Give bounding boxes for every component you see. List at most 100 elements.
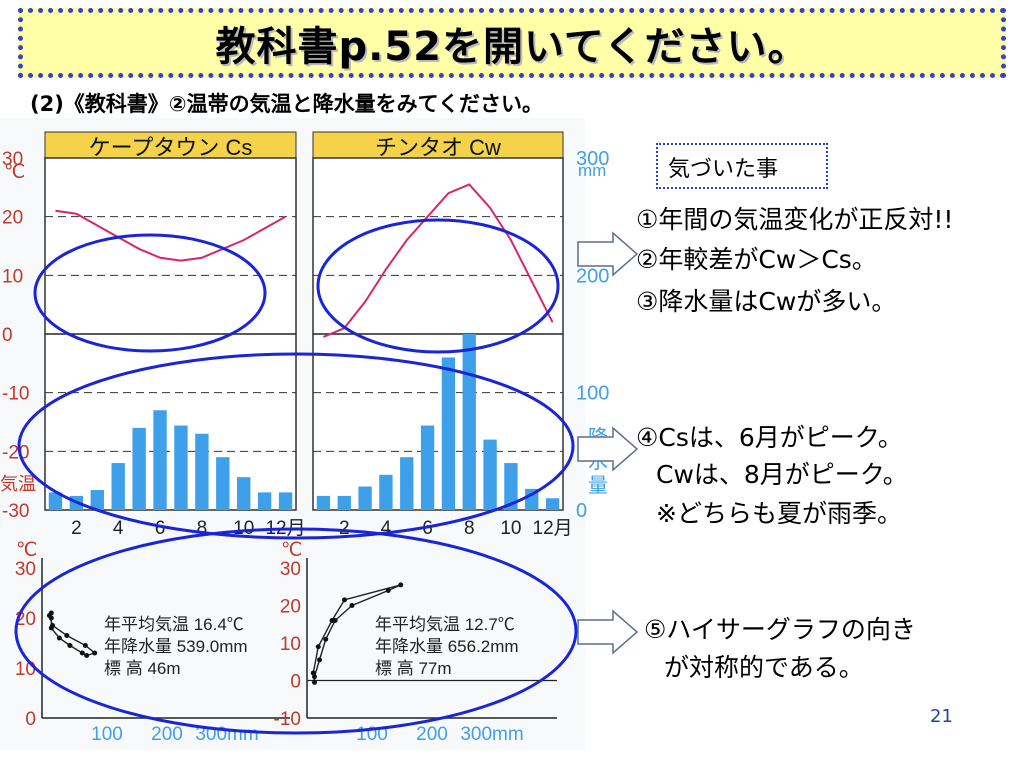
hyther-point [323,636,329,642]
hyther-point [56,635,62,641]
slide-title: 教科書p.52を開いてください。 [215,24,809,70]
hyther-info: 年降水量 539.0mm [104,637,248,656]
arrow-icon [577,609,639,655]
hyther-point [385,588,391,593]
hyther-x-tick: 200 [151,724,183,745]
hyther-point [315,644,321,650]
hyther-point [312,679,317,685]
precip-bar [420,425,435,510]
precip-bar [174,425,188,510]
hyther-info: 標 高 77m [375,659,452,678]
hyther-point [92,650,98,656]
temp-unit-label: ℃ [4,162,25,183]
temp-tick-label: 30 [2,149,23,170]
month-tick-label: 2 [339,518,350,539]
chart-title: チンタオ Cw [375,135,501,160]
temp-tick-label: -20 [2,442,29,463]
hyther-info: 標 高 46m [104,659,181,678]
title-banner [18,8,1006,78]
hyther-point [64,633,70,638]
note-8: が対称的である。 [664,653,864,682]
temp-tick-label: 20 [2,208,23,229]
hyther-y-tick: 0 [290,672,301,693]
hyther-point [67,643,73,648]
slide-subtitle: (2)《教科書》②温帯の気温と降水量をみてください。 [30,92,543,116]
precip-bar [337,495,351,510]
precip-tick-label: 200 [576,265,609,287]
month-tick-label: 4 [381,518,392,539]
notice-box: 気づいた事 [656,143,828,189]
note-1: ①年間の気温変化が正反対!! [636,205,954,234]
hyther-temp-unit: ℃ [281,540,302,561]
precip-bar [462,334,476,510]
hyther-point [317,657,322,663]
highlight-ellipse [17,352,575,540]
arrow-icon [577,426,639,472]
note-5: Cwは、8月がピーク。 [656,460,908,489]
precip-bar [257,492,272,510]
precip-bar [545,498,560,510]
hyther-y-tick: 0 [25,709,36,730]
hyther-point [349,603,355,608]
temp-line [323,183,554,338]
hyther-y-tick: -10 [274,709,301,730]
highlight-ellipse [316,218,560,354]
hyther-y-tick: 30 [15,559,36,580]
precip-axis-label: 量 [588,475,608,497]
hyther-info: 年平均気温 16.4℃ [104,615,244,634]
precip-bar [504,463,518,510]
hyther-point [48,625,54,631]
hyther-temp-unit: ℃ [16,540,37,561]
highlight-ellipse [14,527,578,735]
note-6: ※どちらも夏が雨季。 [656,499,902,528]
arrow-icon [577,231,639,277]
precip-bar [111,463,125,510]
chart-header [312,131,564,163]
precip-tick-label: 0 [576,500,587,522]
temp-line [55,209,287,262]
month-tick-label: 12月 [533,518,573,539]
month-tick-label: 8 [197,518,208,539]
hyther-info: 年平均気温 12.7℃ [375,615,515,634]
highlight-ellipse [33,233,267,353]
month-tick-label: 2 [71,518,82,539]
precip-bar [153,410,167,510]
note-3: ③降水量はCwが多い。 [636,287,897,316]
hyther-point [48,615,54,621]
precip-tick-label: 100 [576,383,609,405]
precip-bar [483,439,497,510]
precip-tick-label: 300 [576,148,609,170]
precip-bar [195,433,209,510]
note-2: ②年較差がCw＞Cs。 [636,245,877,274]
precip-bar [132,427,146,510]
month-tick-label: 10 [233,518,254,539]
temp-tick-label: -10 [2,384,29,405]
temp-axis-label: 気温 [0,474,36,494]
month-tick-label: 10 [500,518,521,539]
precip-bar [379,474,393,510]
temp-tick-label: 0 [2,325,13,346]
hyther-point [79,650,85,656]
hyther-point [310,670,316,676]
precip-bar [400,457,414,510]
hyther-y-tick: 20 [280,597,301,618]
precip-bar [48,492,63,510]
climate-figure: 30 20 10 0 -10 -20 -30 ℃ 気温 ケープタウン Cs 2 4 6 8 10 12月 チンタ… [0,118,585,750]
hyther-point [84,653,90,658]
hyther-point [82,643,88,648]
hyther-line [48,610,97,657]
hyther-x-tick: 200 [416,724,448,745]
month-tick-label: 6 [155,518,166,539]
precip-bar [441,357,456,510]
page-number: 21 [930,706,953,727]
precip-bar [358,486,372,510]
hyther-y-tick: 30 [280,559,301,580]
hyther-point [398,582,404,588]
precip-unit-label: mm [578,161,606,180]
hyther-info: 年降水量 656.2mm [375,637,519,656]
precip-bar [216,457,230,510]
temp-tick-label: 10 [2,266,23,287]
hyther-x-tick: 300mm [460,724,523,745]
note-4: ④Csは、6月がピーク。 [636,423,903,452]
